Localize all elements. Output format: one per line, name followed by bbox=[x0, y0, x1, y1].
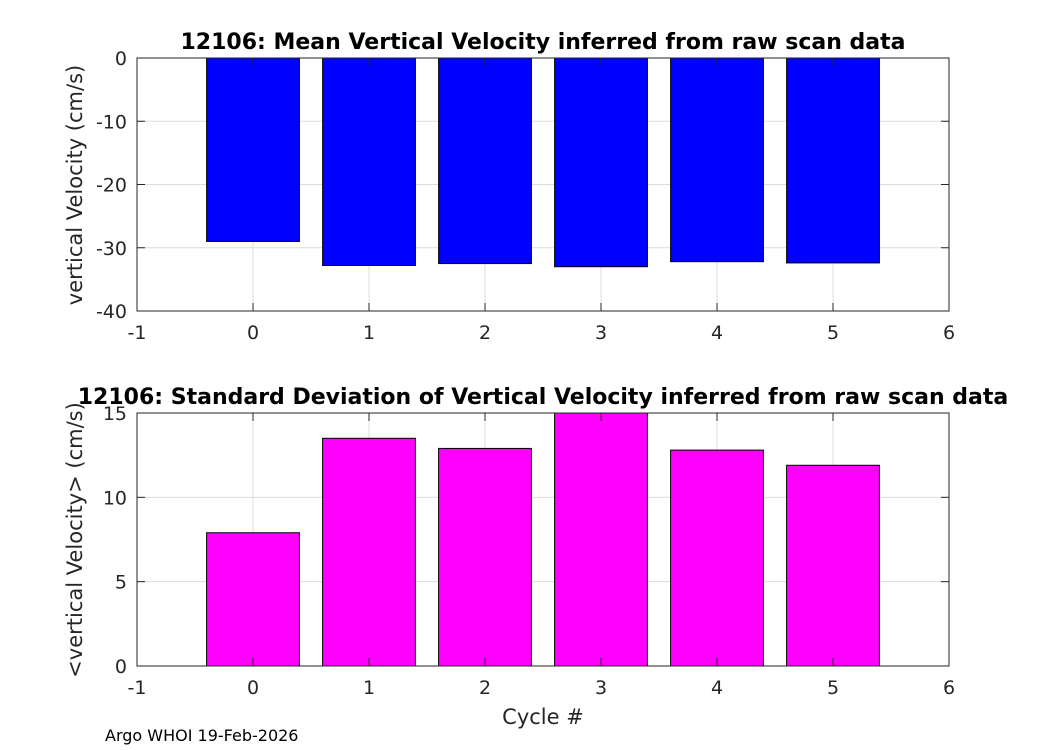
x-tick-label: 1 bbox=[363, 322, 375, 344]
x-tick-label: -1 bbox=[128, 322, 147, 344]
bottom-chart-xlabel: Cycle # bbox=[502, 705, 584, 729]
x-tick-label: 6 bbox=[943, 322, 955, 344]
x-tick-label: 3 bbox=[595, 322, 607, 344]
axes-frame bbox=[136, 412, 950, 667]
top-chart-ylabel: vertical Velocity (cm/s) bbox=[63, 65, 87, 305]
top-chart: 12106: Mean Vertical Velocity inferred f… bbox=[63, 30, 955, 344]
bar-cycle-3 bbox=[554, 412, 648, 667]
bar-cycle-5 bbox=[786, 57, 880, 264]
bar-cycle-2 bbox=[438, 447, 532, 667]
x-tick-label: 0 bbox=[247, 677, 259, 699]
footer-credit: Argo WHOI 19-Feb-2026 bbox=[105, 726, 298, 745]
y-tick-label: 0 bbox=[115, 48, 127, 70]
y-tick-label: -40 bbox=[96, 301, 127, 323]
bar-cycle-3 bbox=[554, 57, 648, 268]
top-chart-title: 12106: Mean Vertical Velocity inferred f… bbox=[181, 30, 906, 55]
bar-cycle-4 bbox=[670, 449, 764, 667]
x-tick-label: 5 bbox=[827, 677, 839, 699]
x-tick-label: 3 bbox=[595, 677, 607, 699]
bar-cycle-5 bbox=[786, 464, 880, 667]
bar-cycle-4 bbox=[670, 57, 764, 263]
x-tick-label: 4 bbox=[711, 322, 723, 344]
bar-cycle-0 bbox=[206, 532, 300, 667]
x-tick-label: 1 bbox=[363, 677, 375, 699]
y-tick-label: 15 bbox=[103, 403, 127, 425]
x-tick-label: 6 bbox=[943, 677, 955, 699]
x-tick-label: 4 bbox=[711, 677, 723, 699]
bar-cycle-1 bbox=[322, 437, 416, 667]
bar-cycle-2 bbox=[438, 57, 532, 265]
x-tick-label: -1 bbox=[128, 677, 147, 699]
y-tick-label: -30 bbox=[96, 238, 127, 260]
x-tick-label: 5 bbox=[827, 322, 839, 344]
x-tick-label: 2 bbox=[479, 677, 491, 699]
y-tick-label: 10 bbox=[103, 487, 127, 509]
bar-cycle-0 bbox=[206, 57, 300, 242]
bottom-chart-ylabel: <vertical Velocity> (cm/s) bbox=[63, 402, 87, 678]
bar-cycle-1 bbox=[322, 57, 416, 266]
bottom-chart-title: 12106: Standard Deviation of Vertical Ve… bbox=[78, 385, 1008, 410]
y-tick-label: 0 bbox=[115, 656, 127, 678]
y-tick-label: 5 bbox=[115, 572, 127, 594]
y-tick-label: -20 bbox=[96, 175, 127, 197]
bottom-chart: 12106: Standard Deviation of Vertical Ve… bbox=[63, 385, 1008, 729]
x-tick-label: 2 bbox=[479, 322, 491, 344]
y-tick-label: -10 bbox=[96, 111, 127, 133]
top-chart-plot-area: -1 0 1 2 3 4 5 6-40-30-20-100 bbox=[96, 48, 955, 344]
x-tick-label: 0 bbox=[247, 322, 259, 344]
